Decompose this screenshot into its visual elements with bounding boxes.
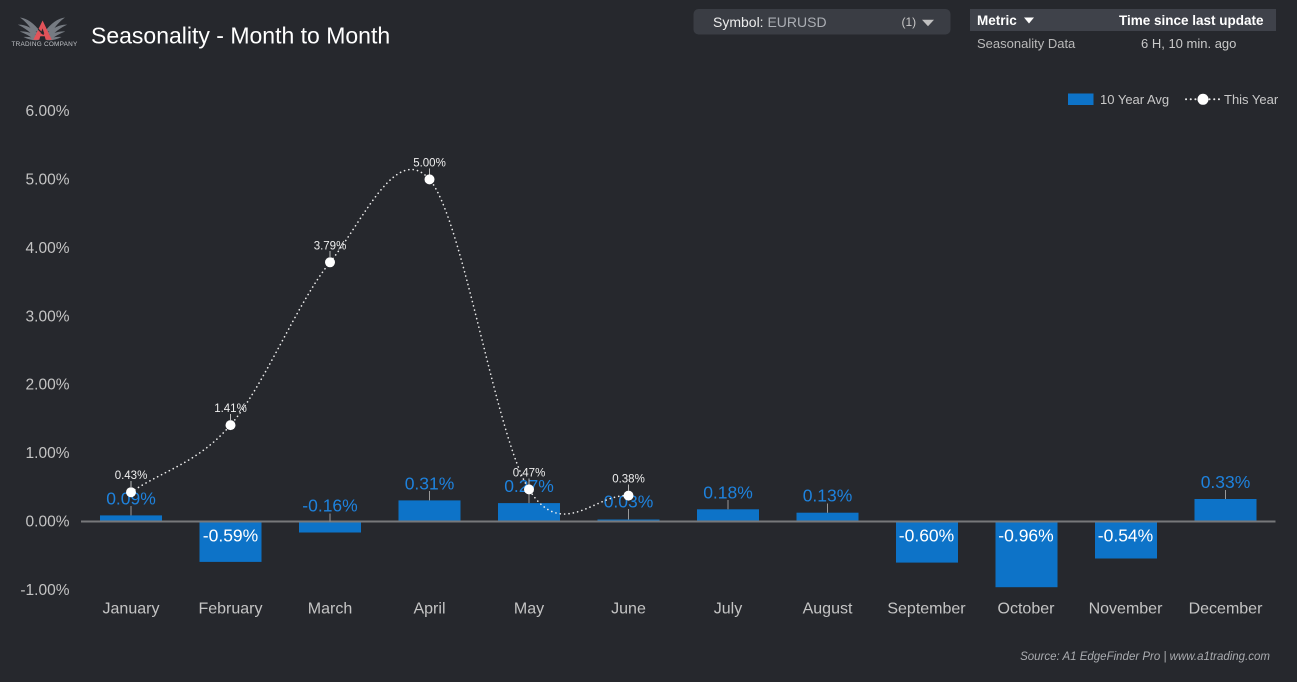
svg-text:4.00%: 4.00% (26, 240, 70, 257)
svg-text:2.00%: 2.00% (26, 377, 70, 394)
svg-text:February: February (198, 601, 262, 618)
svg-text:-0.96%: -0.96% (998, 526, 1053, 546)
svg-text:0.03%: 0.03% (604, 492, 654, 512)
svg-text:TRADING COMPANY: TRADING COMPANY (11, 41, 78, 48)
svg-text:-0.60%: -0.60% (899, 526, 954, 546)
svg-text:0.43%: 0.43% (115, 470, 148, 482)
svg-text:6 H, 10 min. ago: 6 H, 10 min. ago (1141, 36, 1236, 51)
svg-text:September: September (887, 601, 966, 618)
svg-text:0.09%: 0.09% (106, 488, 156, 508)
svg-text:5.00%: 5.00% (413, 157, 446, 169)
svg-text:0.00%: 0.00% (26, 514, 70, 531)
svg-text:0.47%: 0.47% (513, 467, 546, 479)
svg-text:December: December (1189, 601, 1263, 618)
svg-text:-0.16%: -0.16% (302, 496, 357, 516)
svg-text:0.13%: 0.13% (803, 486, 853, 506)
svg-text:Seasonality - Month to Month: Seasonality - Month to Month (91, 22, 390, 48)
svg-text:March: March (308, 601, 352, 618)
svg-text:July: July (714, 601, 742, 618)
svg-text:-0.54%: -0.54% (1098, 526, 1153, 546)
svg-text:0.18%: 0.18% (703, 482, 753, 502)
svg-text:June: June (611, 601, 646, 618)
svg-text:April: April (413, 601, 445, 618)
svg-text:10 Year Avg: 10 Year Avg (1100, 92, 1169, 107)
svg-text:3.00%: 3.00% (26, 308, 70, 325)
svg-text:(1): (1) (902, 15, 917, 29)
svg-text:-0.59%: -0.59% (203, 526, 258, 546)
svg-text:5.00%: 5.00% (26, 171, 70, 188)
svg-text:Symbol: EURUSD: Symbol: EURUSD (713, 14, 827, 30)
svg-text:Metric: Metric (977, 13, 1017, 28)
svg-text:0.38%: 0.38% (612, 474, 645, 486)
svg-text:Time since last update: Time since last update (1119, 13, 1264, 28)
svg-text:1.00%: 1.00% (26, 445, 70, 462)
svg-text:6.00%: 6.00% (26, 103, 70, 120)
svg-text:May: May (514, 601, 544, 618)
svg-text:0.33%: 0.33% (1201, 472, 1251, 492)
svg-text:August: August (803, 601, 853, 618)
svg-text:3.79%: 3.79% (314, 240, 347, 252)
svg-text:1.41%: 1.41% (214, 403, 247, 415)
svg-text:Source: A1 EdgeFinder Pro | ww: Source: A1 EdgeFinder Pro | www.a1tradin… (1020, 651, 1270, 663)
svg-text:January: January (103, 601, 160, 618)
svg-text:October: October (998, 601, 1056, 618)
svg-text:Seasonality Data: Seasonality Data (977, 36, 1076, 51)
svg-text:This Year: This Year (1224, 92, 1279, 107)
svg-text:0.31%: 0.31% (405, 473, 455, 493)
svg-text:November: November (1089, 601, 1163, 618)
svg-text:-1.00%: -1.00% (20, 582, 69, 599)
